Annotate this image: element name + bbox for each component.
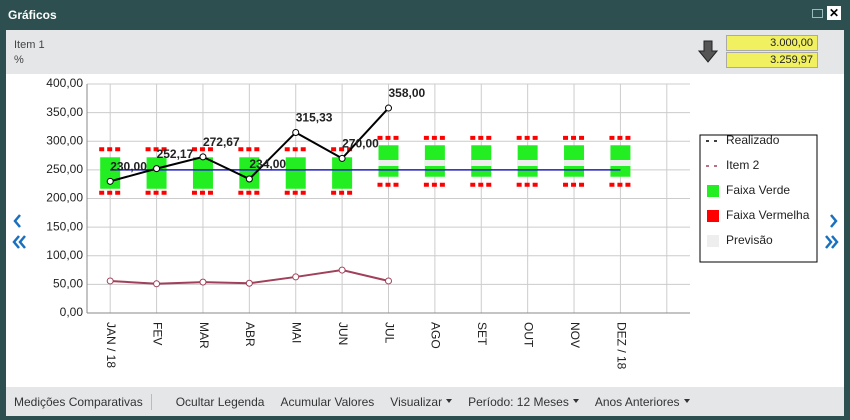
x-tick-label: NOV	[568, 322, 582, 348]
legend-label: Item 2	[726, 158, 760, 172]
toolbar-button[interactable]: Acumular Valores	[280, 394, 375, 409]
x-tick-label: FEV	[150, 322, 164, 345]
x-tick-label: AGO	[429, 322, 443, 349]
item-name: Item 1	[14, 39, 45, 51]
x-tick-label: JUL	[382, 322, 396, 344]
data-label: 315,33	[296, 111, 333, 125]
toolbar-dropdown[interactable]: Visualizar	[382, 395, 460, 409]
point	[199, 153, 207, 161]
y-tick-label: 350,00	[46, 105, 83, 119]
point	[338, 154, 346, 162]
forecast	[471, 160, 492, 167]
forecast	[424, 160, 445, 167]
y-tick-label: 100,00	[46, 248, 83, 262]
point	[385, 277, 392, 285]
legend-label: Faixa Verde	[726, 183, 790, 197]
y-tick-label: 250,00	[46, 162, 83, 176]
x-tick-label: SET	[475, 322, 489, 346]
legend-label: Previsão	[726, 233, 773, 247]
y-tick-label: 0,00	[60, 305, 84, 319]
y-tick-label: 300,00	[46, 133, 83, 147]
nav-right[interactable]	[825, 214, 839, 249]
nav-left[interactable]	[12, 214, 26, 249]
data-label: 230,00	[110, 159, 147, 173]
toolbar-dropdown[interactable]: Período: 12 Meses	[460, 395, 587, 409]
green-band	[146, 157, 167, 189]
x-tick-label: OUT	[521, 322, 535, 348]
point	[245, 279, 253, 287]
item-unit: %	[14, 54, 24, 66]
data-label: 358,00	[389, 86, 426, 100]
y-tick-label: 200,00	[46, 191, 83, 205]
data-label: 272,67	[203, 135, 240, 149]
forecast	[517, 160, 538, 167]
green-band	[332, 157, 353, 189]
window-title: Gráficos	[8, 8, 57, 22]
point	[153, 165, 161, 173]
forecast	[564, 160, 585, 167]
point	[245, 175, 253, 183]
legend-swatch	[707, 210, 719, 222]
point	[292, 128, 300, 136]
actual-value: 3.259,97	[726, 52, 818, 68]
point	[385, 104, 392, 112]
legend-label: Realizado	[726, 133, 780, 147]
y-tick-label: 50,00	[53, 277, 83, 291]
x-tick-label: MAI	[290, 322, 304, 343]
toolbar-dropdown[interactable]: Anos Anteriores	[587, 395, 698, 409]
toolbar: Medições Comparativas Ocultar Legenda Ac…	[6, 387, 844, 416]
green-band	[192, 157, 213, 189]
x-tick-label: JUN	[336, 322, 350, 345]
header: Item 1 % 3.000,00 3.259,97	[6, 30, 844, 74]
data-label: 234,00	[249, 157, 286, 171]
forecast	[610, 160, 631, 167]
y-tick-label: 150,00	[46, 219, 83, 233]
target-value: 3.000,00	[726, 35, 818, 51]
legend-label: Faixa Vermelha	[726, 208, 810, 222]
forecast	[378, 160, 399, 167]
legend-swatch	[707, 235, 719, 247]
green-band	[285, 157, 306, 189]
toolbar-button[interactable]: Ocultar Legenda	[175, 394, 265, 409]
x-tick-label: ABR	[243, 322, 257, 347]
point	[153, 280, 161, 288]
legend-swatch	[707, 185, 719, 197]
point	[292, 273, 300, 281]
toolbar-button[interactable]: Medições Comparativas	[14, 394, 143, 409]
point	[338, 266, 346, 274]
point	[106, 277, 114, 285]
y-tick-label: 400,00	[46, 76, 83, 90]
data-label: 252,17	[157, 147, 194, 161]
x-tick-label: DEZ / 18	[614, 322, 628, 370]
chart: 0,00 50,00 100,00 150,00 200,00 250,00 300,00 3…	[6, 74, 844, 387]
x-tick-label: MAR	[197, 322, 211, 349]
close-button[interactable]: ✕	[827, 6, 841, 20]
legend-box	[699, 134, 818, 263]
x-tick-label: JAN / 18	[104, 322, 118, 368]
data-label: 270,00	[342, 137, 379, 151]
point	[106, 177, 114, 185]
separator	[150, 393, 168, 410]
down-arrow-icon	[698, 40, 718, 63]
point	[199, 278, 207, 286]
green-band	[239, 157, 260, 189]
minimize-button[interactable]	[812, 9, 823, 18]
